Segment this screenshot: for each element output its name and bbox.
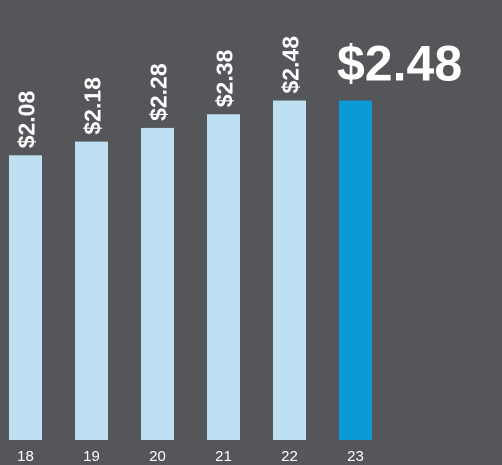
x-tick-label: 18 [17,448,34,465]
bar [75,141,108,441]
x-tick-label: 23 [347,448,364,465]
bar [273,100,306,441]
bar [207,114,240,441]
value-label-highlight: $2.48 [337,36,462,92]
value-label: $2.18 [80,77,106,135]
value-label: $2.38 [212,49,238,107]
x-tick-label: 19 [83,448,100,465]
x-tick-label: 21 [215,448,232,465]
value-label: $2.48 [278,36,304,94]
value-label: $2.08 [14,91,40,149]
bar [9,155,42,441]
value-label: $2.28 [146,63,172,121]
x-tick-label: 22 [281,448,298,465]
bar [141,127,174,441]
bar [339,100,372,441]
x-tick-label: 20 [149,448,166,465]
